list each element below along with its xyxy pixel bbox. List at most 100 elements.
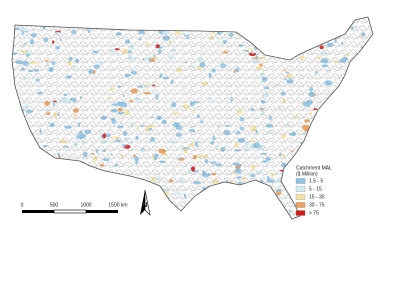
catchment-patch xyxy=(109,187,114,192)
catchment-patch xyxy=(347,166,351,172)
catchment-patch xyxy=(230,193,236,197)
catchment-patch xyxy=(74,185,83,190)
catchment-patch xyxy=(67,187,75,191)
catchment-patch xyxy=(343,178,349,185)
catchment-patch xyxy=(75,182,79,185)
catchment-patch xyxy=(323,109,330,115)
catchment-patch xyxy=(277,210,281,214)
catchment-patch xyxy=(48,182,56,186)
catchment-patch xyxy=(270,17,278,19)
catchment-patch xyxy=(20,186,24,191)
catchment-patch xyxy=(317,113,324,115)
catchment-patch xyxy=(300,35,306,40)
catchment-patch xyxy=(365,206,370,209)
legend-label: 1.5 - 5 xyxy=(309,178,323,184)
catchment-patch xyxy=(160,196,168,202)
catchment-patch xyxy=(147,218,153,219)
catchment-patch xyxy=(233,196,238,201)
catchment-patch xyxy=(306,24,312,29)
catchment-patch xyxy=(364,157,368,163)
catchment-patch xyxy=(318,123,323,129)
catchment-patch xyxy=(314,154,318,159)
catchment-patch xyxy=(20,196,23,199)
catchment-patch xyxy=(28,135,33,139)
catchment-patch xyxy=(129,184,137,187)
catchment-patch xyxy=(192,17,195,20)
scale-label: 500 xyxy=(50,202,59,208)
catchment-patch xyxy=(356,160,364,163)
catchment-patch xyxy=(331,93,337,99)
catchment-patch xyxy=(351,154,359,158)
catchment-patch xyxy=(222,195,229,200)
catchment-patch xyxy=(345,118,349,123)
catchment-patch xyxy=(356,87,362,94)
catchment-patch xyxy=(350,131,354,135)
catchment-patch xyxy=(350,193,355,196)
catchment-patch xyxy=(358,195,367,200)
catchment-patch xyxy=(333,207,341,213)
catchment-patch xyxy=(344,20,349,22)
catchment-patch xyxy=(328,188,333,194)
catchment-patch xyxy=(272,28,276,34)
catchment-patch xyxy=(365,83,370,86)
legend-label: 15 - 30 xyxy=(309,194,325,200)
legend-swatch xyxy=(295,210,306,216)
scale-label: 0 xyxy=(21,202,24,208)
catchment-patch xyxy=(343,17,348,18)
catchment-patch xyxy=(22,151,27,154)
catchment-patch xyxy=(100,194,107,199)
catchment-patch xyxy=(13,138,17,142)
catchment-patch xyxy=(261,197,265,203)
catchment-patch xyxy=(84,170,88,176)
catchment-patch xyxy=(301,216,308,219)
catchment-patch xyxy=(312,125,320,130)
catchment-patch xyxy=(59,214,65,218)
catchment-patch xyxy=(354,210,357,213)
catchment-patch xyxy=(355,56,363,62)
catchment-patch xyxy=(320,217,328,219)
scale-bar: 0 500 1000 1500 km xyxy=(21,202,128,214)
catchment-patch xyxy=(264,215,271,219)
catchment-patch xyxy=(12,140,16,145)
catchment-patch xyxy=(359,214,365,219)
catchment-patch xyxy=(133,179,141,183)
catchment-patch xyxy=(121,215,128,219)
catchment-patch xyxy=(331,24,336,27)
legend-swatch xyxy=(295,202,306,208)
catchment-patch xyxy=(268,209,274,215)
catchment-patch xyxy=(13,141,20,146)
catchment-patch xyxy=(322,33,327,39)
catchment-patch xyxy=(332,116,336,121)
catchment-patch xyxy=(359,56,361,60)
catchment-patch xyxy=(337,143,344,147)
catchment-patch xyxy=(342,17,346,20)
catchment-patch xyxy=(274,54,277,57)
catchment-patch xyxy=(115,218,119,219)
catchment-patch xyxy=(238,20,242,26)
catchment-patch xyxy=(100,176,104,181)
catchment-patch xyxy=(180,211,186,214)
catchment-patch xyxy=(279,25,283,28)
catchment-patch xyxy=(258,17,264,20)
catchment-patch xyxy=(356,186,363,191)
catchment-patch xyxy=(269,195,276,201)
catchment-patch xyxy=(113,214,117,219)
catchment-patch xyxy=(17,169,25,175)
catchment-patch xyxy=(188,204,196,207)
catchment-patch xyxy=(270,49,274,52)
catchment-patch xyxy=(365,103,373,109)
catchment-patch xyxy=(337,143,344,148)
catchment-patch xyxy=(344,172,349,178)
catchment-patch xyxy=(43,218,49,219)
catchment-patch xyxy=(322,181,328,185)
catchment-patch xyxy=(20,135,25,141)
catchment-patch xyxy=(297,35,305,40)
catchment-patch xyxy=(290,18,296,24)
catchment-patch xyxy=(12,211,18,217)
catchment-patch xyxy=(302,17,308,18)
catchment-patch xyxy=(26,183,32,189)
catchment-patch xyxy=(262,51,269,53)
catchment-patch xyxy=(257,45,264,48)
catchment-patch xyxy=(110,188,114,191)
